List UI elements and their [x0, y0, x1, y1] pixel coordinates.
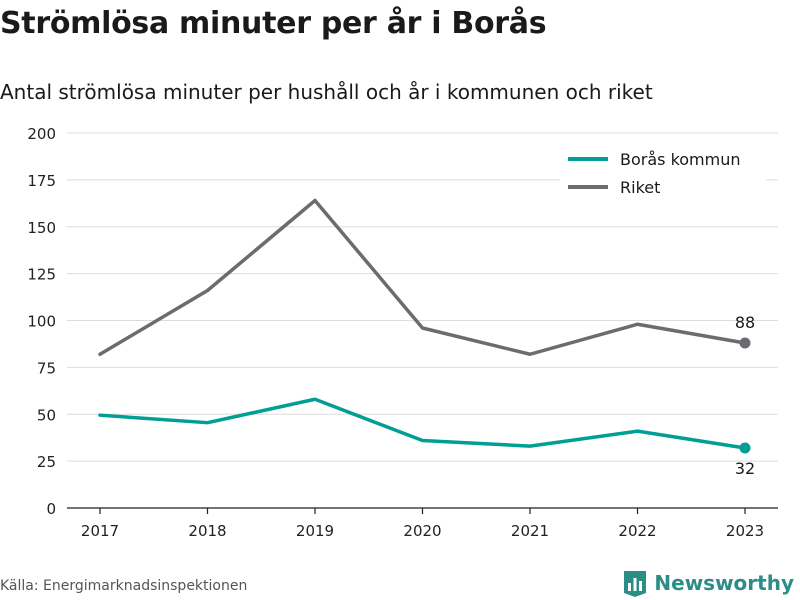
legend-label: Riket	[620, 178, 660, 197]
brand-logo: Newsworthy	[622, 569, 794, 597]
x-tick-label: 2022	[618, 522, 656, 540]
legend: Borås kommun Riket	[560, 143, 766, 203]
legend-label: Borås kommun	[620, 150, 741, 169]
x-tick-label: 2019	[296, 522, 334, 540]
x-tick-label: 2020	[403, 522, 441, 540]
x-tick-label: 2018	[188, 522, 226, 540]
y-tick-label: 175	[27, 172, 56, 190]
series-end-point	[739, 442, 751, 454]
page-subtitle: Antal strömlösa minuter per hushåll och …	[0, 80, 653, 104]
y-tick-label: 150	[27, 219, 56, 237]
data-label: 32	[735, 459, 755, 478]
source-note: Källa: Energimarknadsinspektionen	[0, 578, 248, 594]
y-tick-label: 75	[37, 359, 56, 377]
series-line	[98, 198, 747, 356]
y-tick-label: 200	[27, 125, 56, 143]
x-axis: 2017 2018 2019 2020 2021 2022 2023	[67, 507, 778, 540]
x-tick-label: 2021	[511, 522, 549, 540]
brand-name: Newsworthy	[654, 571, 794, 595]
data-label: 88	[735, 313, 755, 332]
y-tick-label: 125	[27, 266, 56, 284]
series-line	[98, 397, 747, 450]
series-end-point	[739, 337, 751, 349]
y-axis-ticks: 0 25 50 75 100 125 150 175 200	[27, 125, 56, 518]
legend-box	[560, 143, 766, 203]
series-lines: 88 32	[98, 198, 755, 478]
page-title: Strömlösa minuter per år i Borås	[0, 6, 547, 41]
y-tick-label: 0	[46, 500, 56, 518]
bar-chart-logo-icon	[624, 571, 647, 597]
y-tick-label: 100	[27, 313, 56, 331]
x-tick-label: 2017	[81, 522, 119, 540]
y-tick-label: 25	[37, 453, 56, 471]
y-tick-label: 50	[37, 406, 56, 424]
x-tick-label: 2023	[726, 522, 764, 540]
